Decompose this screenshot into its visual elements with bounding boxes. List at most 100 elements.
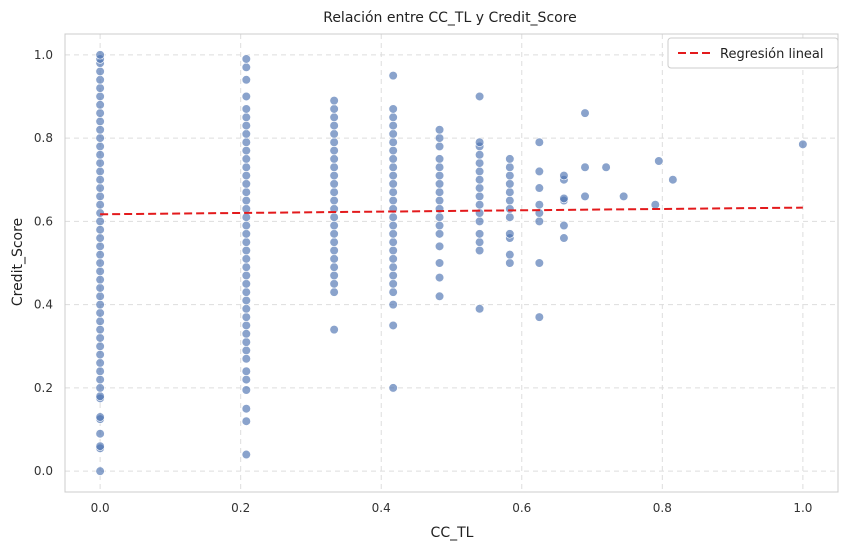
scatter-point xyxy=(580,191,590,201)
scatter-point xyxy=(241,229,251,239)
scatter-point xyxy=(559,233,569,243)
scatter-point xyxy=(241,279,251,289)
scatter-point xyxy=(388,383,398,393)
scatter-point xyxy=(388,195,398,206)
scatter-point xyxy=(241,295,251,306)
scatter-point xyxy=(475,137,485,147)
scatter-point xyxy=(388,320,398,331)
scatter-point xyxy=(475,200,485,210)
scatter-point xyxy=(95,258,105,268)
scatter-point xyxy=(95,166,105,176)
scatter-point xyxy=(388,279,398,289)
scatter-point xyxy=(475,91,485,102)
scatter-point xyxy=(329,254,339,264)
scatter-point xyxy=(434,179,445,189)
scatter-point xyxy=(601,162,611,172)
scatter-point xyxy=(505,154,515,164)
scatter-point xyxy=(241,91,251,102)
x-tick-label: 0.0 xyxy=(91,501,110,515)
scatter-point xyxy=(329,162,339,172)
scatter-point xyxy=(388,179,398,189)
scatter-point xyxy=(505,250,515,260)
scatter-point xyxy=(241,385,251,395)
scatter-point xyxy=(388,287,398,297)
scatter-point xyxy=(241,120,251,131)
scatter-point xyxy=(95,208,105,218)
scatter-point xyxy=(388,237,398,247)
y-tick-label: 0.8 xyxy=(34,131,53,145)
scatter-point xyxy=(95,283,105,293)
scatter-point xyxy=(241,304,251,314)
scatter-point xyxy=(434,212,445,222)
scatter-point xyxy=(95,108,105,118)
scatter-point xyxy=(475,183,485,193)
scatter-point xyxy=(95,316,105,326)
x-axis-label: CC_TL xyxy=(431,525,474,541)
scatter-point xyxy=(241,320,251,331)
scatter-point xyxy=(95,225,105,235)
y-tick-label: 0.6 xyxy=(34,214,53,228)
scatter-point xyxy=(95,300,105,310)
scatter-point xyxy=(95,374,105,385)
scatter-point xyxy=(505,195,515,206)
scatter-point xyxy=(95,466,105,476)
scatter-point xyxy=(534,137,544,147)
scatter-point xyxy=(388,170,398,181)
scatter-point xyxy=(95,366,105,376)
scatter-point xyxy=(95,291,105,301)
scatter-point xyxy=(475,304,485,314)
scatter-point xyxy=(241,374,251,385)
scatter-point xyxy=(329,154,339,164)
x-axis-ticks: 0.0 0.2 0.4 0.6 0.8 1.0 xyxy=(91,501,813,515)
scatter-point xyxy=(241,145,251,156)
scatter-point xyxy=(388,229,398,239)
scatter-point xyxy=(241,237,251,247)
x-tick-label: 1.0 xyxy=(793,501,812,515)
scatter-point xyxy=(241,254,251,264)
scatter-point xyxy=(434,195,445,206)
scatter-point xyxy=(434,154,445,164)
scatter-point xyxy=(95,358,105,368)
scatter-point xyxy=(95,158,105,168)
grid-lines xyxy=(65,34,838,492)
scatter-point xyxy=(475,175,485,185)
scatter-point xyxy=(388,154,398,164)
scatter-point xyxy=(95,341,105,351)
scatter-points xyxy=(95,50,808,476)
y-axis-label: Credit_Score xyxy=(10,218,26,306)
scatter-point xyxy=(241,54,251,64)
scatter-point xyxy=(241,75,251,85)
scatter-point xyxy=(241,162,251,172)
scatter-point xyxy=(534,166,544,176)
scatter-point xyxy=(329,129,339,139)
x-tick-label: 0.6 xyxy=(512,501,531,515)
scatter-point xyxy=(534,200,544,210)
scatter-point xyxy=(241,187,251,197)
scatter-point xyxy=(619,191,629,201)
scatter-point xyxy=(329,212,339,222)
scatter-point xyxy=(329,220,339,231)
legend: Regresión lineal xyxy=(667,37,839,69)
scatter-point xyxy=(559,193,569,204)
scatter-point xyxy=(505,179,515,189)
y-axis-ticks: 0.0 0.2 0.4 0.6 0.8 1.0 xyxy=(34,48,53,478)
scatter-point xyxy=(475,237,485,247)
scatter-point xyxy=(95,325,105,335)
scatter-point xyxy=(505,258,515,268)
scatter-point xyxy=(329,145,339,156)
scatter-point xyxy=(388,137,398,147)
legend-label: Regresión lineal xyxy=(720,47,824,62)
scatter-point xyxy=(505,187,515,197)
scatter-point xyxy=(95,150,105,160)
scatter-point xyxy=(241,112,251,122)
scatter-point xyxy=(434,133,445,143)
scatter-point xyxy=(95,233,105,243)
scatter-point xyxy=(388,145,398,156)
scatter-point xyxy=(505,229,515,239)
scatter-point xyxy=(434,125,445,135)
scatter-point xyxy=(95,383,105,393)
scatter-point xyxy=(434,187,445,197)
legend-box xyxy=(667,37,839,69)
scatter-point xyxy=(329,120,339,131)
